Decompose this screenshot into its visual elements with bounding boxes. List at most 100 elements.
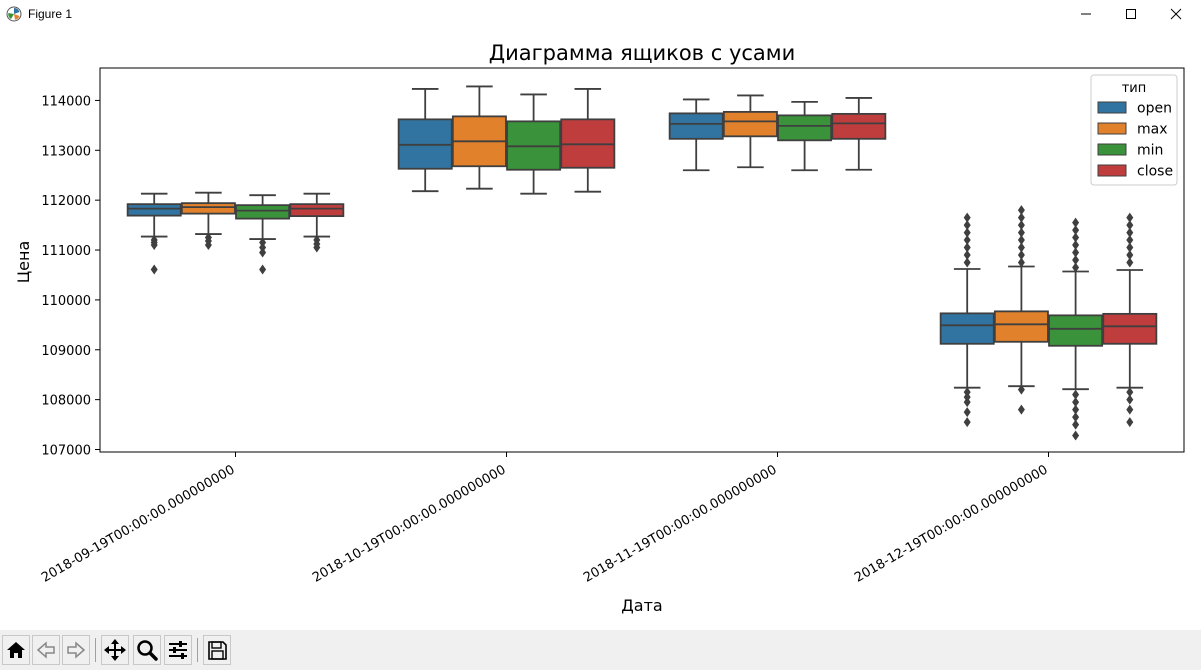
iqr-box	[722, 110, 778, 138]
configure-subplots-icon	[169, 641, 187, 659]
outlier-point	[259, 247, 267, 258]
outlier-point	[1072, 232, 1080, 243]
forward-button[interactable]	[62, 635, 90, 665]
legend-label-open: open	[1137, 101, 1172, 117]
legend-swatch-close	[1097, 164, 1127, 177]
legend-title: тип	[1122, 81, 1147, 96]
y-axis-label: Цена	[14, 241, 33, 284]
home-icon	[7, 642, 25, 658]
outlier-point	[150, 264, 158, 275]
iqr-box	[777, 114, 833, 142]
x-tick-label: 2018-12-19T00:00:00.000000000	[852, 462, 1050, 585]
outlier-point	[963, 212, 971, 223]
outlier-point	[963, 257, 971, 268]
outlier-point	[1126, 387, 1134, 398]
outlier-point	[963, 235, 971, 246]
outlier-point	[259, 264, 267, 275]
box-open-0	[126, 192, 182, 275]
y-tick-label: 110000	[41, 294, 91, 309]
toolbar-separator	[197, 638, 198, 662]
outlier-point	[150, 240, 158, 251]
outlier-point	[1072, 397, 1080, 408]
x-tick-label: 2018-11-19T00:00:00.000000000	[581, 462, 779, 585]
outlier-point	[1126, 404, 1134, 415]
save-icon	[208, 641, 227, 660]
outlier-point	[1072, 419, 1080, 430]
outlier-point	[1017, 205, 1025, 216]
box-max-3	[993, 205, 1049, 415]
outlier-point	[963, 250, 971, 261]
outlier-point	[1126, 242, 1134, 253]
iqr-box	[939, 312, 995, 345]
pan-button[interactable]	[101, 635, 129, 665]
home-button[interactable]	[2, 635, 30, 665]
outlier-point	[204, 240, 212, 251]
box-min-1	[506, 93, 562, 195]
box-max-1	[451, 85, 507, 190]
minimize-button[interactable]	[1063, 0, 1109, 28]
box-close-0	[289, 192, 345, 253]
box-close-1	[560, 88, 616, 193]
toolbar-separator	[95, 638, 96, 662]
outlier-point	[963, 417, 971, 428]
outlier-point	[1017, 242, 1025, 253]
save-button[interactable]	[203, 635, 231, 665]
title-bar: Figure 1	[0, 0, 1201, 28]
legend: тип open max min close	[1090, 74, 1178, 186]
y-tick-label: 108000	[41, 394, 91, 409]
outlier-point	[1017, 250, 1025, 261]
iqr-box	[1048, 314, 1104, 347]
y-axis: 107000 108000 109000 110000 111000 112000 1130…	[41, 94, 100, 459]
outlier-point	[1072, 430, 1080, 441]
outlier-point	[1126, 220, 1134, 231]
outlier-point	[1126, 417, 1134, 428]
configure-subplots-button[interactable]	[164, 635, 192, 665]
zoom-icon	[137, 640, 158, 661]
plot-area	[126, 85, 1158, 441]
axes-frame	[99, 67, 1185, 453]
outlier-point	[1017, 257, 1025, 268]
outlier-point	[1072, 255, 1080, 265]
figure-canvas: Диаграмма ящиков с усами 107000 108000 109…	[0, 28, 1201, 630]
close-button[interactable]	[1153, 0, 1199, 28]
outlier-point	[1072, 389, 1080, 400]
outlier-point	[963, 407, 971, 418]
legend-swatch-min	[1097, 143, 1127, 156]
y-tick-label: 113000	[41, 144, 91, 159]
boxplot-chart: Диаграмма ящиков с усами 107000 108000 109…	[14, 41, 1185, 615]
iqr-box	[180, 202, 236, 215]
close-icon	[1170, 8, 1182, 20]
y-tick-label: 107000	[41, 444, 91, 459]
pan-icon	[104, 639, 126, 661]
box-open-2	[668, 98, 724, 172]
outlier-point	[1126, 212, 1134, 223]
box-min-0	[235, 194, 291, 275]
back-button[interactable]	[32, 635, 60, 665]
box-min-3	[1048, 217, 1104, 441]
legend-label-close: close	[1137, 164, 1173, 180]
legend-label-max: max	[1137, 122, 1168, 138]
y-tick-label: 111000	[41, 244, 91, 259]
iqr-box	[831, 112, 887, 140]
outlier-point	[1126, 235, 1134, 246]
box-close-2	[831, 97, 887, 171]
outlier-point	[1017, 384, 1025, 395]
chart-title: Диаграмма ящиков с усами	[489, 41, 796, 65]
y-tick-label: 112000	[41, 194, 91, 209]
zoom-button[interactable]	[133, 635, 161, 665]
forward-icon	[67, 641, 86, 659]
iqr-box	[289, 203, 345, 218]
outlier-point	[1072, 262, 1080, 273]
legend-label-min: min	[1137, 143, 1163, 159]
outlier-point	[1017, 220, 1025, 231]
box-close-3	[1102, 212, 1158, 428]
matplotlib-app-icon	[6, 6, 22, 22]
x-axis-label: Дата	[621, 596, 662, 615]
iqr-box	[235, 204, 291, 220]
outlier-point	[1072, 247, 1080, 258]
outlier-point	[1072, 225, 1080, 236]
outlier-point	[1072, 412, 1080, 423]
maximize-button[interactable]	[1108, 0, 1154, 28]
iqr-box	[668, 112, 724, 140]
minimize-icon	[1081, 13, 1091, 15]
